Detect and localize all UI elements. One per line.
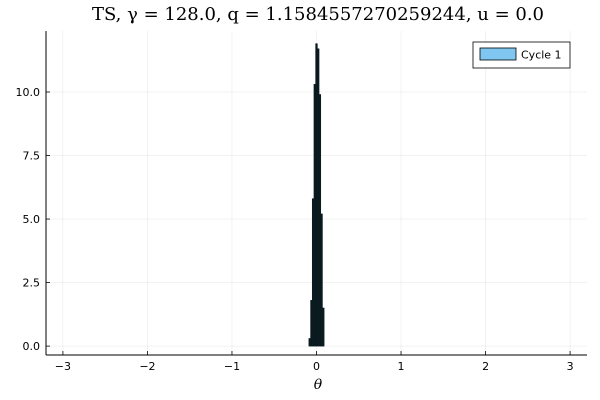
y-tick-label: 5.0 (23, 213, 41, 226)
x-tick-labels: −3 −2 −1 0 1 2 3 (55, 360, 574, 373)
x-tick-label: −1 (224, 360, 240, 373)
x-tick-label: −3 (55, 360, 71, 373)
x-tick-label: 1 (398, 360, 405, 373)
x-tick-label: −2 (139, 360, 155, 373)
x-axis-label: θ (314, 377, 323, 393)
y-tick-labels: 0.0 2.5 5.0 7.5 10.0 (16, 86, 41, 353)
legend: Cycle 1 (472, 41, 571, 69)
legend-swatch (479, 47, 517, 61)
y-tick-label: 2.5 (23, 277, 41, 290)
x-tick-label: 3 (567, 360, 574, 373)
y-tick-label: 7.5 (23, 150, 41, 163)
y-tick-label: 10.0 (16, 86, 41, 99)
chart-title: TS, γ = 128.0, q = 1.1584557270259244, u… (92, 4, 544, 25)
x-tick-label: 2 (482, 360, 489, 373)
y-tick-label: 0.0 (23, 340, 41, 353)
histogram-bar (322, 307, 325, 347)
axes (45, 31, 587, 356)
histogram-bar (320, 213, 323, 347)
histogram-bars (308, 43, 325, 347)
legend-label: Cycle 1 (521, 49, 562, 62)
x-tick-label: 0 (313, 360, 320, 373)
